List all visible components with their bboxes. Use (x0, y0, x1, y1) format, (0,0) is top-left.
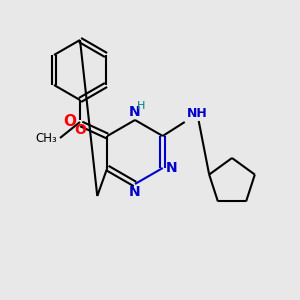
Text: N: N (166, 161, 177, 175)
Text: NH: NH (187, 107, 208, 120)
Text: O: O (74, 123, 86, 137)
Text: O: O (63, 113, 76, 128)
Text: N: N (129, 185, 141, 199)
Text: CH₃: CH₃ (35, 133, 57, 146)
Text: H: H (137, 101, 145, 111)
Text: N: N (129, 105, 141, 119)
